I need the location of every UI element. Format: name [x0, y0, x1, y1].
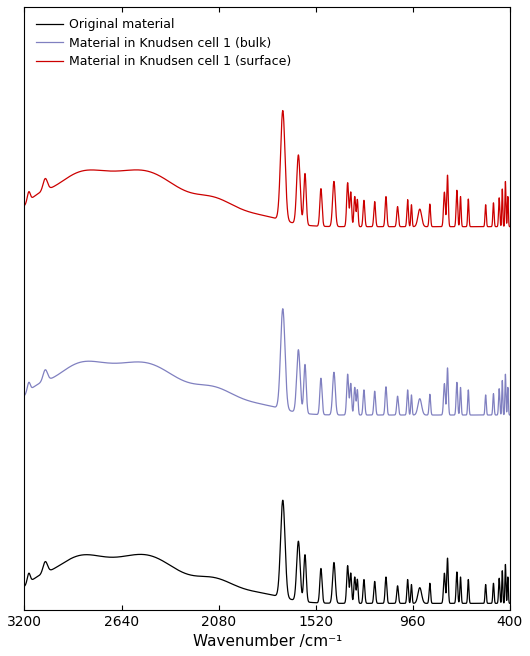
Material in Knudsen cell 1 (surface) [147, 168, 153, 176]
Original material [316, 581, 323, 588]
Material in Knudsen cell 1 (bulk) [93, 358, 100, 365]
Material in Knudsen cell 1 (surface) [280, 107, 286, 115]
Material in Knudsen cell 1 (surface) [277, 169, 283, 176]
Material in Knudsen cell 1 (bulk) [147, 359, 153, 367]
Material in Knudsen cell 1 (bulk) [47, 374, 53, 382]
Original material [147, 552, 153, 560]
Material in Knudsen cell 1 (surface) [93, 166, 100, 174]
Legend: Original material, Material in Knudsen cell 1 (bulk), Material in Knudsen cell 1: Original material, Material in Knudsen c… [31, 13, 297, 73]
Line: Original material: Original material [24, 501, 510, 604]
Original material [476, 600, 483, 607]
Material in Knudsen cell 1 (surface) [270, 214, 276, 222]
Material in Knudsen cell 1 (bulk) [21, 392, 28, 400]
Material in Knudsen cell 1 (surface) [47, 183, 53, 191]
Original material [93, 552, 100, 560]
Original material [47, 565, 53, 573]
Material in Knudsen cell 1 (surface) [507, 223, 513, 231]
Material in Knudsen cell 1 (bulk) [470, 411, 476, 419]
Original material [21, 583, 28, 590]
Line: Material in Knudsen cell 1 (bulk): Material in Knudsen cell 1 (bulk) [24, 309, 510, 415]
Material in Knudsen cell 1 (bulk) [316, 392, 323, 400]
Material in Knudsen cell 1 (surface) [470, 223, 476, 231]
X-axis label: Wavenumber /cm⁻¹: Wavenumber /cm⁻¹ [192, 634, 342, 649]
Material in Knudsen cell 1 (bulk) [507, 411, 513, 419]
Original material [277, 551, 283, 559]
Original material [507, 600, 513, 607]
Material in Knudsen cell 1 (bulk) [280, 305, 286, 313]
Original material [270, 591, 276, 599]
Line: Material in Knudsen cell 1 (surface): Material in Knudsen cell 1 (surface) [24, 111, 510, 227]
Original material [280, 497, 286, 504]
Material in Knudsen cell 1 (bulk) [270, 403, 276, 411]
Material in Knudsen cell 1 (bulk) [277, 361, 283, 369]
Material in Knudsen cell 1 (surface) [316, 203, 323, 211]
Material in Knudsen cell 1 (surface) [21, 201, 28, 209]
